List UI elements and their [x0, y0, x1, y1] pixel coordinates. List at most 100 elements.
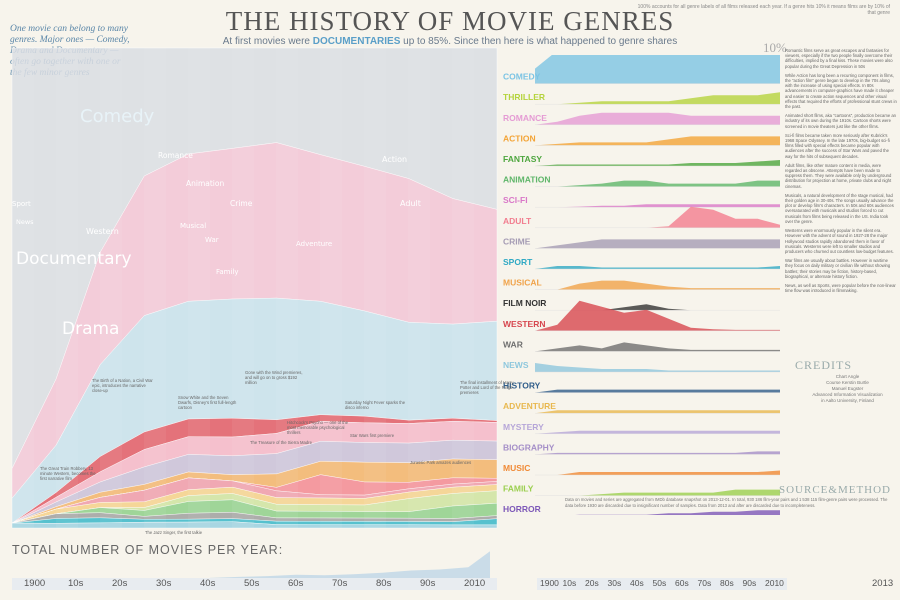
- multiple-label-animation: ANIMATION: [503, 175, 551, 185]
- genre-description: Musicals, a natural development of the s…: [785, 192, 894, 224]
- right-axis-tick: 70s: [697, 578, 712, 588]
- genre-description: News, as well as Sports, were popular be…: [785, 282, 896, 294]
- timeline-event: The final installment of Harry Potter an…: [460, 380, 514, 395]
- left-axis-tick: 60s: [288, 578, 304, 589]
- timeline-event: Jurassic Park amazes audiences: [410, 460, 472, 465]
- multiple-area-musical: [535, 280, 780, 290]
- genre-description: Animated short films, aka "cartoons", pr…: [785, 113, 896, 129]
- multiple-label-film-noir: FILM NOIR: [503, 298, 546, 308]
- timeline-event: The Great Train Robbery, 13 minute Weste…: [40, 466, 96, 481]
- year-stripe: [144, 48, 166, 528]
- stream-label-crime: Crime: [230, 199, 253, 208]
- ten-percent-scale: 10%: [763, 40, 787, 55]
- right-axis-tick: 90s: [742, 578, 757, 588]
- left-axis-tick: 80s: [376, 578, 392, 589]
- multiple-area-war: [535, 342, 780, 352]
- credit-line: Course Kerstin Burtle: [826, 380, 869, 385]
- multiple-label-western: WESTERN: [503, 319, 546, 329]
- multiple-label-romance: ROMANCE: [503, 113, 547, 123]
- right-axis-tick: 80s: [720, 578, 734, 588]
- total-movies-chart: [210, 551, 490, 578]
- genre-description: Romantic films serve as great escapes an…: [785, 48, 893, 69]
- page-title: THE HISTORY OF MOVIE GENRES: [225, 6, 675, 36]
- stream-label-action: Action: [382, 155, 407, 164]
- stream-label-adult: Adult: [400, 199, 421, 208]
- right-axis-tick: 60s: [675, 578, 689, 588]
- multiple-area-music: [535, 470, 780, 475]
- year-stripe: [452, 48, 474, 528]
- multiple-area-adult: [535, 206, 780, 228]
- left-axis-tick: 90s: [420, 578, 436, 589]
- stream-label-comedy: Comedy: [80, 106, 155, 127]
- credit-line: in Aalto University, Finland: [821, 398, 874, 403]
- year-stripe: [188, 48, 210, 528]
- stream-news: [11, 521, 498, 529]
- multiple-area-adventure: [535, 410, 780, 414]
- top-note: 100% accounts for all genre labels of al…: [637, 4, 890, 16]
- multiple-area-thriller: [535, 92, 780, 105]
- stream-label-musical: Musical: [180, 222, 206, 230]
- left-axis-tick: 50s: [244, 578, 260, 589]
- timeline-event: Star Wars first premiere: [350, 433, 395, 438]
- timeline-event: Hitchcock's Psycho — one of the most mem…: [287, 420, 349, 435]
- subtitle-emphasis: DOCUMENTARIES: [312, 36, 401, 47]
- stream-label-adventure: Adventure: [296, 240, 332, 248]
- stream-label-sport: Sport: [12, 200, 31, 208]
- multiple-label-crime: CRIME: [503, 236, 531, 246]
- genre-description: War films are usually about battles. How…: [785, 258, 891, 279]
- page-subtitle: At first movies were DOCUMENTARIES up to…: [0, 36, 900, 47]
- left-axis-tick: 70s: [332, 578, 348, 589]
- multiple-area-comedy: [535, 55, 780, 84]
- multiple-label-news: NEWS: [503, 360, 529, 370]
- left-axis-tick: 20s: [112, 578, 128, 589]
- source-text: Data on movies and series are aggregated…: [565, 497, 888, 508]
- multiple-area-action: [535, 136, 780, 146]
- multiple-area-film-noir: [535, 304, 780, 311]
- multiple-label-adult: ADULT: [503, 216, 532, 226]
- multiple-label-musical: MUSICAL: [503, 278, 542, 288]
- right-axis-tick: 40s: [630, 578, 644, 588]
- multiple-area-animation: [535, 180, 780, 187]
- multiple-label-thriller: THRILLER: [503, 92, 545, 102]
- credit-line: Manuel Eugster: [831, 386, 864, 391]
- multiple-label-war: WAR: [503, 339, 523, 349]
- stream-label-drama: Drama: [62, 319, 119, 339]
- small-multiples-chart: COMEDY THRILLER ROMANCE ACTION FANTASY ANIMAT…: [503, 55, 780, 515]
- credit-line: Advanced Information Visualization: [812, 392, 883, 397]
- multiple-label-biography: BIOGRAPHY: [503, 442, 555, 452]
- multiple-area-family: [535, 489, 780, 496]
- left-axis-tick: 40s: [200, 578, 216, 589]
- multiple-label-sport: SPORT: [503, 257, 533, 267]
- left-axis-tick: 30s: [156, 578, 172, 589]
- right-axis-tick: 20s: [585, 578, 599, 588]
- multiple-label-sci-fi: SCI-FI: [503, 195, 528, 205]
- right-axis-tick: 1900: [540, 578, 559, 588]
- stream-label-family: Family: [216, 268, 239, 276]
- multiple-label-action: ACTION: [503, 133, 536, 143]
- year-stripe: [320, 48, 342, 528]
- multiple-area-fantasy: [535, 160, 780, 166]
- genre-descriptions: Romantic films serve as great escapes an…: [785, 48, 897, 297]
- year-stripe: [12, 48, 34, 528]
- stream-label-documentary: Documentary: [16, 249, 132, 269]
- source-title: SOURCE&METHOD: [779, 484, 892, 496]
- streamgraph: Comedy Romance Action Animation Crime Sport Ne…: [11, 47, 498, 529]
- stream-label-war: War: [205, 236, 219, 244]
- multiple-label-comedy: COMEDY: [503, 72, 541, 82]
- multiple-area-sci-fi: [535, 204, 780, 208]
- stream-label-western: Western: [86, 227, 119, 236]
- subtitle-post: up to 85%. Since then here is what happe…: [400, 36, 678, 47]
- year-stripe: [408, 48, 430, 528]
- stream-label-animation: Animation: [186, 179, 224, 188]
- multiple-area-crime: [535, 239, 780, 249]
- left-axis-tick: 10s: [68, 578, 84, 589]
- genre-description: Westerns were enormously popular in the …: [785, 228, 894, 254]
- multiple-label-history: HISTORY: [503, 381, 541, 391]
- multiple-area-sport: [535, 266, 780, 269]
- multiple-area-biography: [535, 451, 780, 455]
- right-axis-tick: 50s: [652, 578, 667, 588]
- right-axis-tick: 2010: [765, 578, 784, 588]
- genre-description: While Action has long been a recurring c…: [785, 72, 897, 110]
- multiple-area-history: [535, 389, 780, 393]
- year-stripe: [232, 48, 254, 528]
